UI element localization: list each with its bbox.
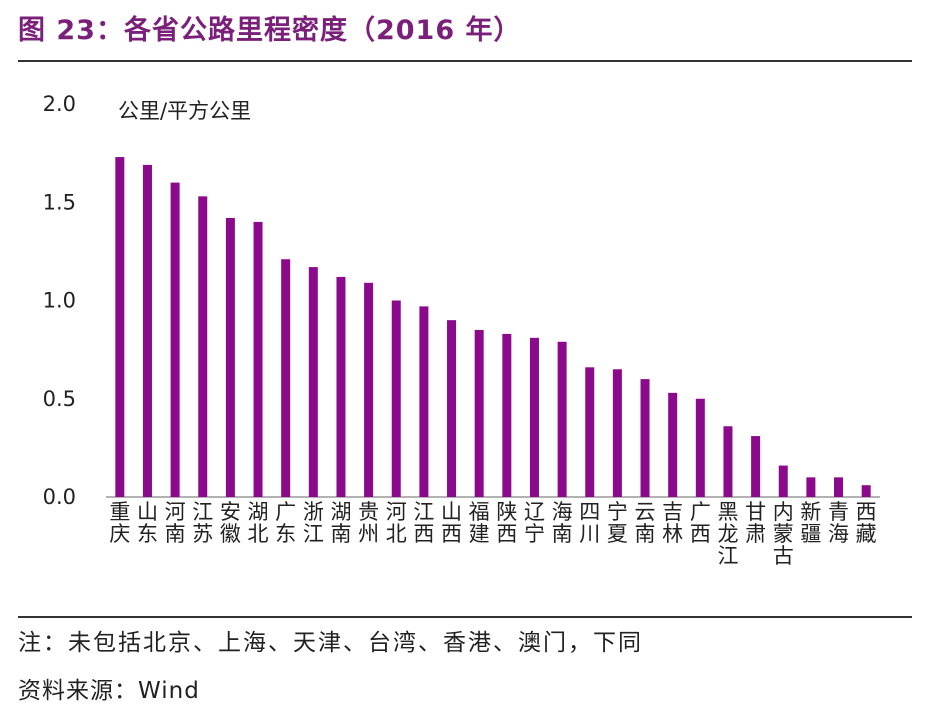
x-tick-label: 贵州 [358,500,379,546]
bar-10 [391,300,401,497]
y-tick-label: 2.0 [43,92,76,116]
bar-23 [751,436,761,497]
bar-13 [474,329,484,497]
x-tick-label: 吉林 [662,500,683,546]
x-tick-label: 福建 [469,500,490,546]
bars [115,157,871,498]
bar-4 [225,217,235,497]
bar-7 [308,267,318,497]
x-tick-label: 山东 [137,500,158,546]
x-tick-label: 四川 [579,500,600,546]
bar-9 [364,282,374,497]
x-tick-label: 内蒙古 [773,500,794,568]
bar-12 [447,320,457,497]
figure-title: 图 23：各省公路里程密度（2016 年） [18,15,522,46]
x-tick-label: 河南 [165,500,186,546]
unit-label: 公里/平方公里 [118,99,251,123]
x-tick-label: 广东 [275,500,296,546]
bar-25 [806,477,816,497]
x-axis-labels: 重庆山东河南江苏安徽湖北广东浙江湖南贵州河北江西山西福建陕西辽宁海南四川宁夏云南… [109,500,876,568]
bar-15 [529,337,539,497]
x-tick-label: 江苏 [192,500,213,546]
bar-8 [336,276,346,497]
y-tick-label: 1.5 [43,190,76,214]
x-tick-label: 浙江 [303,500,324,546]
x-tick-label: 广西 [690,500,711,546]
top-divider [18,60,912,62]
bar-5 [253,221,263,497]
x-tick-label: 陕西 [496,500,517,546]
footnote: 注：未包括北京、上海、天津、台湾、香港、澳门，下同 [18,630,643,656]
x-tick-label: 河北 [386,500,407,546]
bar-21 [695,398,705,497]
bar-26 [834,477,844,497]
bar-17 [585,367,595,497]
x-tick-label: 黑龙江 [717,500,738,568]
bar-1 [142,164,152,497]
bar-6 [281,259,291,497]
bar-14 [502,333,512,497]
y-axis-ticks: 0.0 0.5 1.0 1.5 2.0 [43,92,76,509]
x-tick-label: 安徽 [220,500,241,546]
x-tick-label: 云南 [635,500,656,546]
x-tick-label: 青海 [828,500,849,546]
bar-18 [612,369,622,497]
bar-27 [861,485,871,497]
y-tick-label: 0.0 [43,485,76,509]
source-note: 资料来源：Wind [18,678,200,704]
x-tick-label: 辽宁 [524,500,545,546]
x-tick-label: 宁夏 [607,500,628,546]
bar-24 [778,465,788,497]
bar-16 [557,341,567,497]
y-tick-label: 1.0 [43,289,76,313]
x-tick-label: 湖南 [330,500,351,546]
y-tick-label: 0.5 [43,387,76,411]
bar-11 [419,306,429,497]
bottom-divider [18,616,912,618]
x-tick-label: 山西 [441,500,462,546]
bar-chart: 0.0 0.5 1.0 1.5 2.0 公里/平方公里 重庆山东河南江苏安徽湖北广东浙江… [43,92,880,568]
bar-3 [198,196,208,498]
bar-22 [723,426,733,497]
x-tick-label: 海南 [552,500,573,546]
bar-0 [115,157,125,497]
bar-19 [640,379,650,497]
x-tick-label: 湖北 [248,500,269,546]
x-tick-label: 重庆 [109,500,130,546]
x-tick-label: 西藏 [856,500,877,546]
bar-2 [170,182,180,497]
x-tick-label: 甘肃 [745,500,766,546]
bar-20 [668,392,678,497]
x-tick-label: 江西 [413,500,434,546]
x-tick-label: 新疆 [800,500,821,546]
